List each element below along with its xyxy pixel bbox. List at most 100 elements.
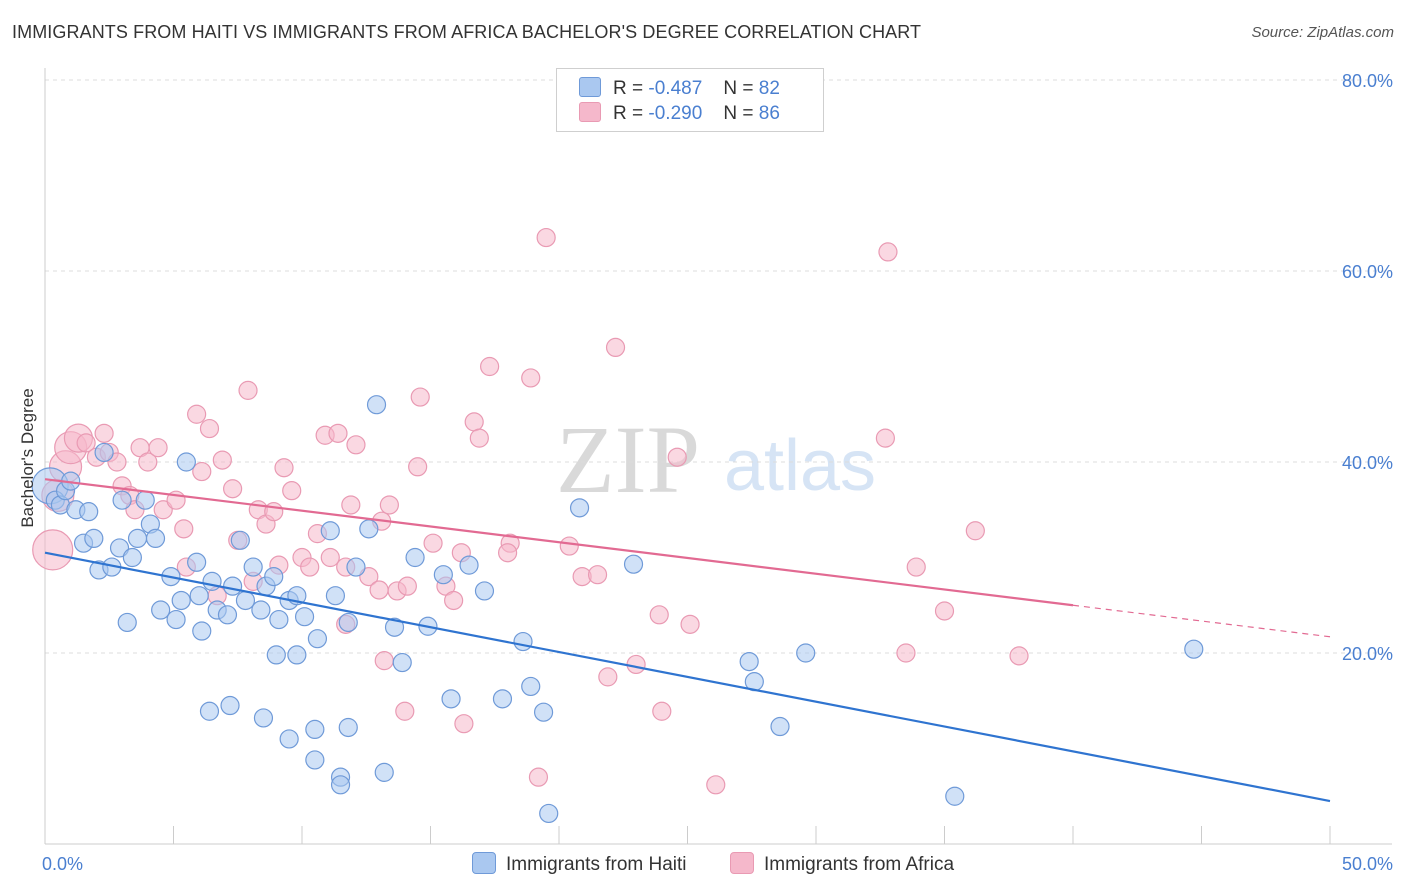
haiti-legend-icon xyxy=(472,852,496,874)
africa-point xyxy=(667,447,687,467)
africa-point xyxy=(652,701,672,721)
haiti-point xyxy=(176,452,196,472)
haiti-point xyxy=(796,643,816,663)
haiti-point xyxy=(305,750,325,770)
y-tick-label: 20.0% xyxy=(1342,644,1393,664)
africa-point xyxy=(536,227,556,248)
haiti-point xyxy=(320,521,340,541)
haiti-point xyxy=(251,600,271,620)
africa-point xyxy=(238,380,258,400)
africa-point xyxy=(107,452,127,472)
haiti-point xyxy=(384,617,405,637)
africa-point xyxy=(369,580,389,600)
africa-points xyxy=(32,227,1029,795)
haiti-point xyxy=(305,719,325,740)
africa-point xyxy=(878,242,898,262)
haiti-point xyxy=(220,695,240,716)
africa-point xyxy=(223,479,243,499)
haiti-legend-label: Immigrants from Haiti xyxy=(506,854,687,875)
africa-point xyxy=(379,495,399,515)
africa-point xyxy=(346,435,366,455)
bottom-legend-haiti: Immigrants from Haiti xyxy=(472,852,687,876)
africa-point xyxy=(397,576,417,596)
haiti-point xyxy=(521,676,541,697)
africa-point xyxy=(423,533,443,553)
africa-point xyxy=(76,433,96,453)
africa-point xyxy=(410,387,430,407)
legend-r-value-haiti: -0.487 xyxy=(648,78,703,99)
haiti-point xyxy=(770,716,790,737)
haiti-point xyxy=(330,775,351,795)
africa-point xyxy=(605,337,626,357)
africa-point xyxy=(408,457,428,477)
africa-point xyxy=(464,412,484,432)
haiti-point xyxy=(166,609,186,630)
haiti-point xyxy=(171,590,191,611)
africa-point xyxy=(598,667,618,687)
watermark: ZIP atlas xyxy=(556,406,876,513)
x-tick-label-max: 50.0% xyxy=(1342,854,1393,874)
legend-row-africa: R = -0.290 N = 86 xyxy=(579,102,780,125)
haiti-point xyxy=(94,442,114,463)
legend-n-label: N = xyxy=(723,103,754,124)
africa-point xyxy=(374,651,394,671)
africa-point xyxy=(94,423,114,443)
haiti-point xyxy=(945,786,965,806)
haiti-point xyxy=(109,538,130,558)
africa-point xyxy=(680,614,700,634)
africa-point xyxy=(469,428,489,448)
africa-trend-line-extension xyxy=(1072,604,1331,638)
haiti-point xyxy=(235,590,256,611)
africa-point xyxy=(341,495,361,515)
africa-point xyxy=(587,565,608,585)
haiti-point xyxy=(569,498,590,518)
africa-swatch-icon xyxy=(579,102,601,122)
africa-point xyxy=(906,557,926,577)
haiti-point xyxy=(405,547,425,568)
haiti-point xyxy=(187,552,207,572)
haiti-point xyxy=(533,702,554,722)
haiti-point xyxy=(374,762,394,782)
axes xyxy=(44,68,1392,845)
africa-point xyxy=(444,590,464,611)
haiti-point xyxy=(266,645,286,665)
africa-point xyxy=(282,481,302,501)
haiti-trend-line xyxy=(44,551,1331,803)
africa-legend-icon xyxy=(730,852,754,874)
africa-point xyxy=(153,500,173,520)
haiti-point xyxy=(189,586,209,606)
africa-point xyxy=(454,714,474,734)
haiti-point xyxy=(122,547,142,568)
y-tick-label: 80.0% xyxy=(1342,71,1393,91)
haiti-point xyxy=(287,645,307,665)
haiti-point xyxy=(264,566,284,587)
haiti-point xyxy=(192,621,212,641)
trend-lines xyxy=(44,478,1331,803)
haiti-point xyxy=(199,701,220,721)
legend-n-value-haiti: 82 xyxy=(758,78,780,99)
haiti-point xyxy=(346,557,366,577)
legend-row-haiti: R = -0.487 N = 82 xyxy=(579,77,780,100)
haiti-point xyxy=(243,557,263,577)
haiti-point xyxy=(433,565,453,585)
haiti-point xyxy=(294,607,315,627)
haiti-swatch-icon xyxy=(579,77,601,97)
legend-r-value-africa: -0.290 xyxy=(648,103,703,124)
africa-point xyxy=(320,547,340,568)
africa-point xyxy=(192,461,212,482)
y-tick-label: 60.0% xyxy=(1342,262,1393,282)
axis-labels: Bachelor's Degree 20.0% 40.0% 60.0% 80.0% 0.… xyxy=(18,71,1393,874)
haiti-point xyxy=(441,689,461,709)
haiti-point xyxy=(112,490,132,510)
africa-point xyxy=(521,368,541,388)
haiti-points xyxy=(31,395,1204,824)
africa-point xyxy=(498,543,518,563)
africa-point xyxy=(626,654,646,675)
haiti-point xyxy=(253,708,274,728)
y-axis-label: Bachelor's Degree xyxy=(18,388,37,527)
africa-point xyxy=(528,767,549,787)
haiti-point xyxy=(307,629,328,649)
chart-title: IMMIGRANTS FROM HAITI VS IMMIGRANTS FROM… xyxy=(12,22,922,42)
haiti-point xyxy=(223,576,243,596)
